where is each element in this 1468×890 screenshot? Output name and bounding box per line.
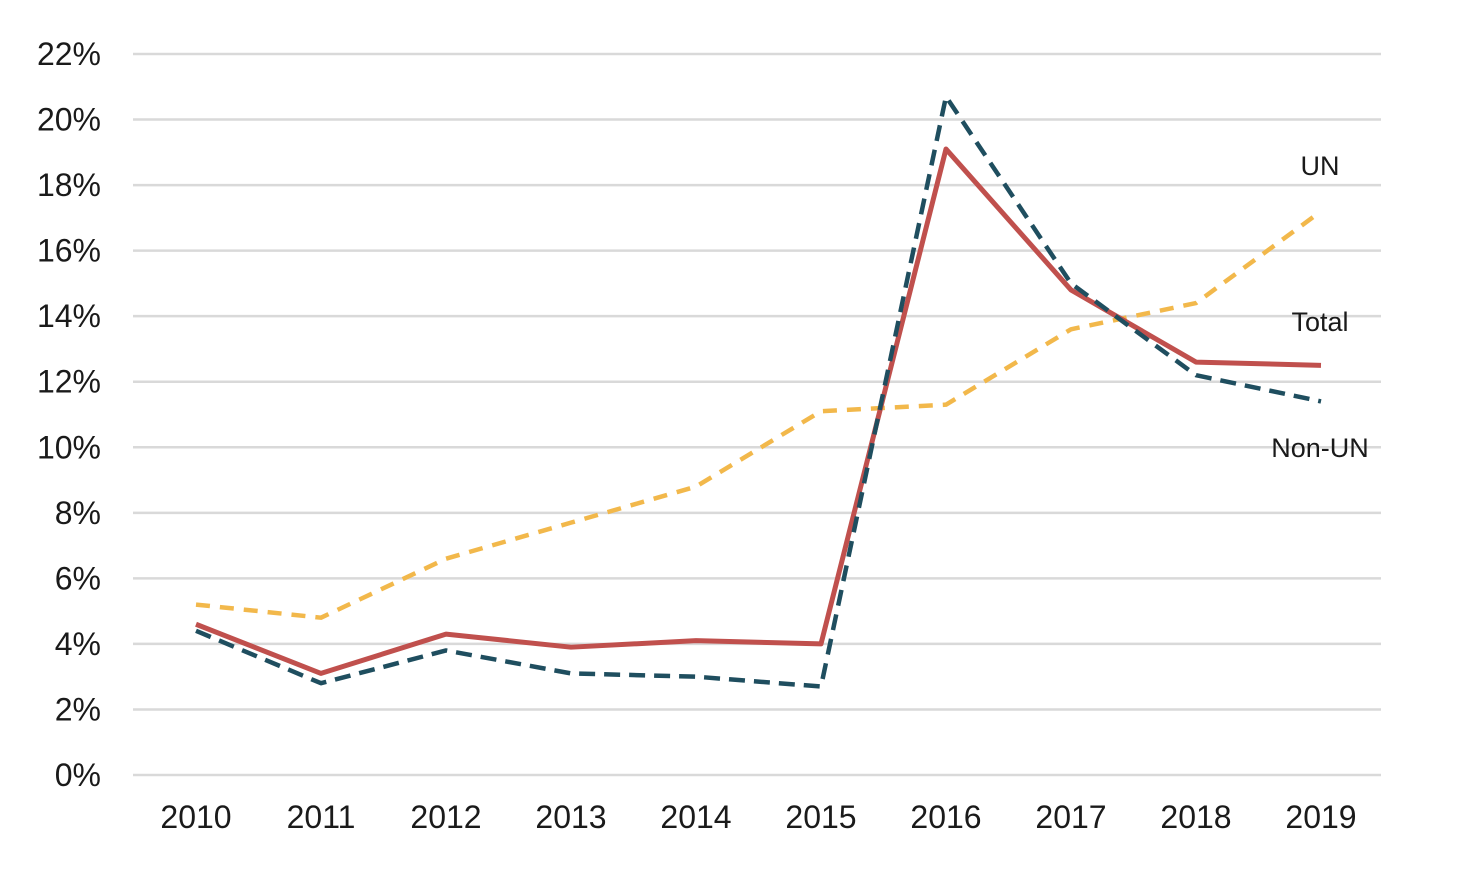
y-tick-label: 2% (55, 691, 101, 727)
y-tick-label: 14% (37, 298, 101, 334)
y-tick-label: 10% (37, 429, 101, 465)
series-label-non-un: Non-UN (1271, 433, 1369, 463)
y-axis-ticks: 0% 2% 4% 6% 8% 10% 12% 14% 16% 18% 20% 22% (37, 36, 101, 793)
series-label-un: UN (1301, 151, 1340, 181)
y-tick-label: 16% (37, 233, 101, 269)
y-tick-label: 6% (55, 560, 101, 596)
x-tick-label: 2014 (660, 799, 731, 835)
y-tick-label: 22% (37, 36, 101, 72)
x-tick-label: 2015 (785, 799, 856, 835)
y-tick-label: 8% (55, 495, 101, 531)
series-labels: UN Total Non-UN (1271, 151, 1369, 463)
series-label-total: Total (1291, 307, 1348, 337)
series-line-un (195, 209, 1323, 620)
y-tick-label: 0% (55, 757, 101, 793)
x-tick-label: 2018 (1160, 799, 1231, 835)
series-line-non-un (195, 94, 1322, 689)
x-tick-label: 2019 (1285, 799, 1356, 835)
series-line-total (195, 146, 1322, 676)
y-tick-label: 4% (55, 626, 101, 662)
x-tick-label: 2017 (1035, 799, 1106, 835)
y-tick-label: 18% (37, 167, 101, 203)
y-tick-label: 20% (37, 102, 101, 138)
gridlines (133, 52, 1381, 777)
series-lines (195, 94, 1323, 689)
x-tick-label: 2016 (910, 799, 981, 835)
y-tick-label: 12% (37, 364, 101, 400)
x-tick-label: 2010 (160, 799, 231, 835)
x-tick-label: 2012 (410, 799, 481, 835)
x-tick-label: 2013 (535, 799, 606, 835)
x-axis-ticks: 2010 2011 2012 2013 2014 2015 2016 2017 2018 2019 (160, 799, 1356, 835)
x-tick-label: 2011 (287, 799, 356, 835)
